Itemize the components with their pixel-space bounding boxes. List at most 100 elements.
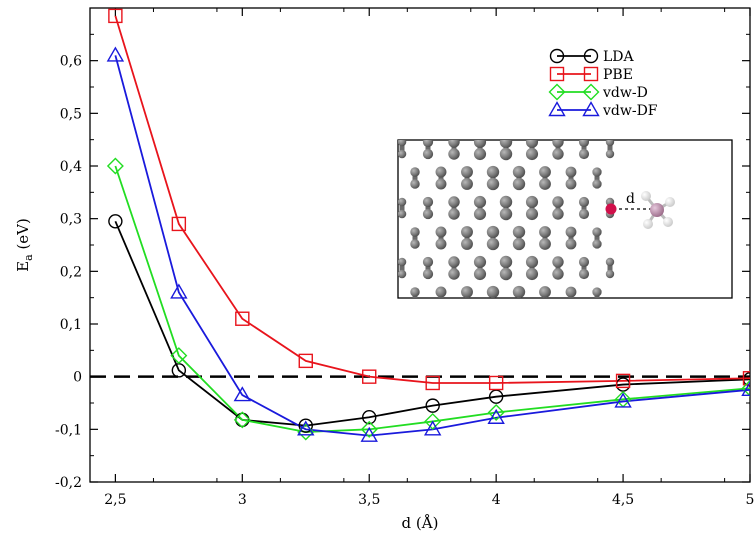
carbon-atom [487, 118, 499, 130]
carbon-atom [526, 328, 538, 340]
data-point-pbe [615, 373, 631, 389]
y-tick-label: 0,1 [60, 317, 82, 333]
x-tick-label: 3 [238, 492, 247, 508]
carbon-atom [448, 196, 460, 208]
carbon-atom [605, 140, 615, 147]
carbon-atom [512, 165, 526, 179]
carbon-atom [517, 297, 521, 298]
carbon-atom [565, 238, 577, 250]
data-point-pbe [235, 311, 250, 326]
carbon-atom [448, 208, 460, 220]
carbon-atom [461, 106, 473, 118]
y-tick-label: 0 [73, 370, 82, 386]
carbon-atom [373, 199, 379, 205]
data-point-lda [425, 398, 440, 413]
carbon-atom [592, 227, 602, 237]
carbon-atom [525, 267, 539, 281]
carbon-atom [486, 177, 500, 191]
inset-frame [397, 139, 733, 299]
data-point-vdw-d [741, 379, 750, 397]
carbon-atom [474, 328, 486, 340]
carbon-atom [539, 286, 551, 298]
data-point-vdw-df [487, 408, 505, 424]
carbon-atom [512, 225, 526, 239]
carbon-atom [473, 255, 487, 269]
data-point-lda [235, 412, 250, 428]
carbon-atom [605, 257, 615, 267]
carbon-atom [486, 165, 500, 179]
carbon-atom [448, 328, 459, 339]
x-tick-label: 4 [492, 492, 501, 508]
data-point-vdw-df [233, 386, 252, 402]
data-point-lda [298, 418, 313, 433]
carbon-atom [592, 239, 602, 249]
carbon-atom [539, 166, 551, 178]
inset-distance-label: d [626, 191, 635, 207]
carbon-atom [385, 180, 393, 188]
carbon-atom [592, 299, 601, 308]
y-tick-label: 0,2 [60, 264, 82, 280]
data-point-vdw-df [106, 46, 125, 62]
carbon-atom [435, 238, 447, 250]
data-point-vdw-df [170, 283, 188, 299]
carbon-atom [385, 228, 393, 236]
y-tick-label: 0,4 [60, 159, 82, 175]
carbon-atom [565, 166, 577, 178]
carbon-atom [473, 267, 487, 281]
data-point-vdw-d [170, 347, 188, 365]
y-tick-label: 0,6 [60, 54, 82, 70]
legend-label-vdw-df: vdw-DF [602, 103, 658, 119]
carbon-atom [385, 288, 393, 296]
carbon-atom [398, 197, 407, 207]
plot-area: 2,5 3 3,5 4 4,5 5 -0,2 -0,1 0 0,1 0,2 0,3 0,4 0,5 0,6 d… [14, 7, 755, 532]
carbon-atom [373, 331, 379, 337]
carbon-atom [486, 285, 500, 298]
carbon-atom [448, 256, 460, 268]
carbon-atom [385, 300, 393, 308]
carbon-atom [592, 287, 602, 297]
carbon-atom [579, 317, 589, 327]
carbon-atom [373, 151, 379, 157]
data-point-vdw-df [360, 426, 378, 442]
legend-marker-lda [549, 48, 565, 64]
x-tick-label: 5 [746, 492, 755, 508]
carbon-atom [579, 329, 589, 339]
carbon-atom [435, 286, 447, 298]
carbon-atom [578, 148, 590, 160]
carbon-atom [373, 271, 379, 277]
legend-marker-vdw-d [548, 83, 566, 101]
carbon-atom [410, 119, 419, 128]
carbon-atom [461, 118, 473, 130]
carbon-atom [565, 286, 577, 298]
carbon-atom [410, 179, 420, 189]
data-point-vdw-d [424, 412, 442, 430]
y-tick-label: -0,2 [55, 475, 82, 491]
data-point-vdw-d [233, 411, 251, 429]
carbon-atom [486, 225, 500, 239]
carbon-atom [398, 269, 407, 279]
carbon-atom [552, 148, 564, 160]
carbon-atom [499, 147, 513, 161]
carbon-atom [473, 195, 487, 209]
carbon-atom [512, 177, 526, 191]
carbon-atom [552, 316, 563, 327]
carbon-atom [513, 106, 525, 118]
carbon-atom [605, 149, 615, 159]
carbon-atom [539, 238, 551, 250]
data-point-pbe [488, 375, 504, 391]
carbon-atom [436, 299, 447, 310]
data-point-pbe [742, 371, 750, 386]
carbon-atom [499, 267, 513, 281]
legend-marker-pbe [583, 66, 599, 82]
carbon-atom [525, 147, 539, 161]
carbon-atom [512, 285, 526, 298]
carbon-atom [499, 207, 513, 221]
carbon-atom [592, 179, 602, 189]
legend-marker-lda [583, 48, 599, 64]
carbon-atom [398, 257, 407, 267]
carbon-atom [578, 196, 590, 208]
inset-nanotube-image: d [373, 106, 733, 340]
y-tick-label: 0,3 [60, 212, 82, 228]
carbon-atom [448, 268, 460, 280]
